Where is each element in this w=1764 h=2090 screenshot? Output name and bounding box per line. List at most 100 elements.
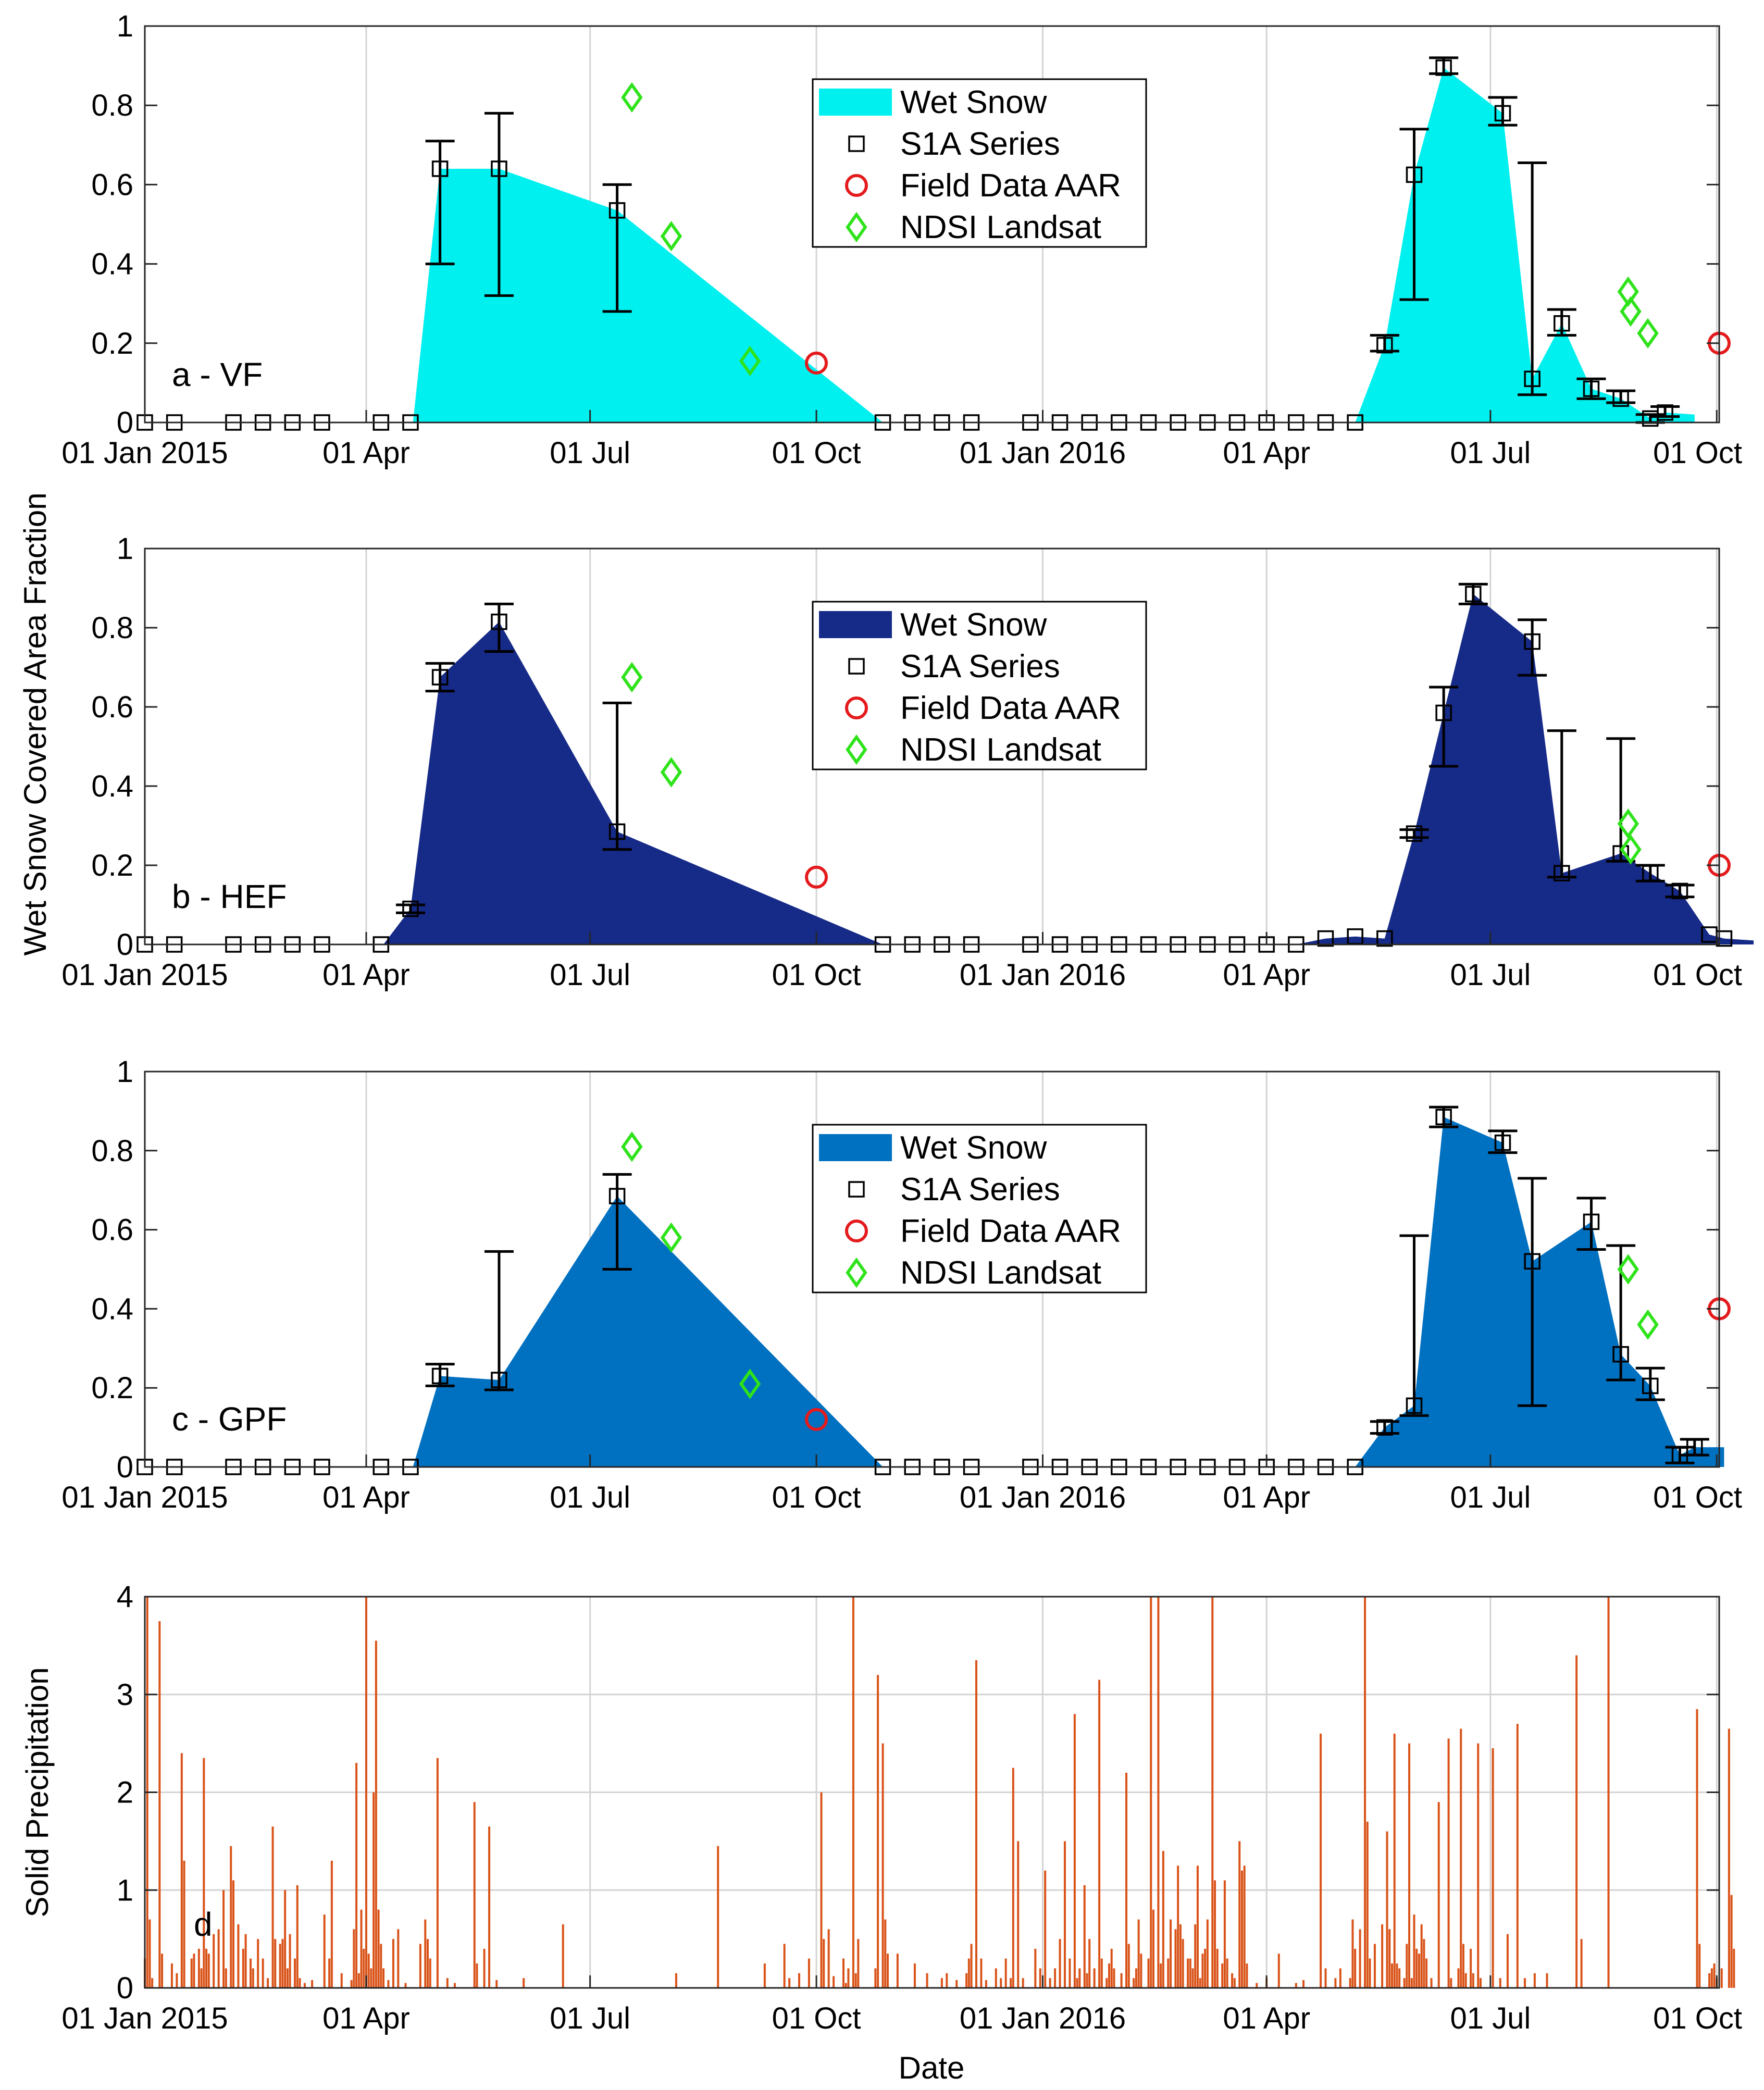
y-axis-label-fraction: Wet Snow Covered Area Fraction <box>18 492 53 955</box>
y-tick-label: 0 <box>117 1971 133 2005</box>
ndsi-point <box>1637 1309 1659 1340</box>
legend-label: Field Data AAR <box>900 690 1121 726</box>
legend-swatch-wet-snow <box>819 1134 892 1161</box>
legend-swatch-wet-snow <box>819 89 892 116</box>
y-tick-label: 0.2 <box>91 1371 133 1405</box>
error-bar <box>1518 618 1547 677</box>
x-tick-label: 01 Jul <box>1450 958 1531 992</box>
error-bar <box>484 602 514 653</box>
x-tick-label: 01 Jan 2016 <box>960 2001 1126 2035</box>
y-axis-label-precip: Solid Precipitation <box>20 1667 55 1917</box>
s1a-point <box>1612 845 1629 862</box>
y-tick-label: 1 <box>117 1873 133 1907</box>
axes-frame <box>144 548 1720 946</box>
error-bar <box>1488 1129 1518 1154</box>
x-tick-label: 01 Jul <box>1450 2001 1531 2035</box>
axes-frame <box>144 1071 1720 1468</box>
error-bar <box>395 903 425 914</box>
s1a-point <box>608 202 626 219</box>
legend-swatch-wet-snow <box>819 611 892 638</box>
ndsi-point <box>1637 318 1659 349</box>
legend-swatch-ndsi <box>846 734 867 765</box>
wet-snow-area <box>145 1117 1724 1467</box>
legend-label: NDSI Landsat <box>900 209 1101 245</box>
x-tick-label: 01 Oct <box>772 958 861 992</box>
x-tick-label: 01 Jan 2015 <box>61 2001 228 2035</box>
error-bar <box>484 111 514 297</box>
x-tick-label: 01 Jul <box>550 1481 630 1514</box>
x-tick-label: 01 Apr <box>1223 436 1310 470</box>
legend-label: NDSI Landsat <box>900 1255 1101 1291</box>
panel-c-gpf: Wet Snow S1A Series Field Data AAR NDSI Lan… <box>61 1055 1742 1514</box>
panel-annotation: a - VF <box>172 356 263 393</box>
y-tick-label: 1 <box>117 532 133 566</box>
x-tick-label: 01 Jul <box>550 958 630 992</box>
s1a-point <box>402 900 419 917</box>
s1a-point <box>431 1367 449 1385</box>
legend-label: Wet Snow <box>900 1130 1047 1166</box>
field-aar-point <box>805 865 828 889</box>
s1a-point <box>491 613 507 630</box>
x-tick-label: 01 Jan 2015 <box>61 436 228 470</box>
legend: Wet Snow S1A Series Field Data AAR NDSI Lan… <box>812 1124 1147 1293</box>
x-tick-label: 01 Jan 2015 <box>61 958 228 992</box>
error-bar <box>602 1173 632 1271</box>
ndsi-point <box>621 1131 643 1162</box>
s1a-point <box>1524 1253 1541 1270</box>
error-bar <box>1399 828 1429 839</box>
x-tick-label: 01 Jul <box>1450 436 1531 470</box>
s1a-point <box>1583 1213 1600 1230</box>
y-tick-label: 0.2 <box>91 849 133 882</box>
panel-b-hef: Wet Snow S1A Series Field Data AAR NDSI Lan… <box>61 532 1754 992</box>
x-tick-label: 01 Oct <box>1653 958 1742 992</box>
panel-annotation: d <box>194 1906 213 1943</box>
y-tick-label: 0 <box>117 1450 133 1484</box>
x-tick-label: 01 Oct <box>1653 436 1742 470</box>
legend: Wet Snow S1A Series Field Data AAR NDSI Lan… <box>812 78 1147 248</box>
error-bar <box>1518 161 1547 396</box>
s1a-point <box>1671 882 1688 900</box>
wet-snow-area <box>145 594 1754 944</box>
panel-d-solid-precipitation: Solid Precipitation 0 1 2 3 4 01 Jan 2015 01 Ap… <box>20 1580 1742 2035</box>
panel-annotation: b - HEF <box>172 878 287 915</box>
error-bar <box>1635 1366 1665 1401</box>
x-tick-label: 01 Apr <box>1223 1481 1310 1514</box>
legend-label: Field Data AAR <box>900 168 1121 204</box>
ndsi-point <box>1620 834 1642 865</box>
error-bar <box>1576 1197 1606 1251</box>
x-tick-label: 01 Oct <box>772 1481 861 1514</box>
y-tick-label: 0.6 <box>91 168 133 202</box>
error-bar <box>1665 884 1695 899</box>
error-bar <box>602 183 632 313</box>
error-bar <box>1547 729 1576 879</box>
s1a-point <box>1657 404 1673 421</box>
error-bar <box>1370 1420 1399 1435</box>
s1a-point <box>1406 825 1423 842</box>
ndsi-point <box>621 82 643 113</box>
legend-swatch-field <box>845 696 868 719</box>
ndsi-point <box>1617 808 1639 839</box>
x-tick-label: 01 Jan 2016 <box>960 958 1126 992</box>
ndsi-point <box>660 221 682 252</box>
s1a-point <box>1524 370 1541 388</box>
legend-box <box>812 601 1147 770</box>
y-tick-label: 4 <box>117 1580 133 1614</box>
y-tick-label: 3 <box>117 1678 133 1712</box>
y-tick-label: 0.6 <box>91 690 133 724</box>
x-tick-label: 01 Oct <box>1653 2001 1742 2035</box>
x-tick-label: 01 Apr <box>1223 2001 1310 2035</box>
s1a-point <box>1642 865 1659 881</box>
ndsi-point <box>621 662 643 693</box>
y-tick-label: 0.2 <box>91 327 133 360</box>
s1a-point <box>1612 1346 1629 1363</box>
s1a-point <box>491 1372 507 1388</box>
s1a-point <box>1406 166 1423 183</box>
x-tick-label: 01 Apr <box>322 2001 410 2035</box>
legend-swatch-ndsi <box>846 1257 867 1288</box>
ndsi-point <box>739 345 761 377</box>
legend-label: Wet Snow <box>900 84 1047 120</box>
x-tick-label: 01 Jan 2016 <box>960 436 1126 470</box>
panel-annotation: c - GPF <box>172 1400 287 1438</box>
error-bar <box>1429 686 1459 768</box>
